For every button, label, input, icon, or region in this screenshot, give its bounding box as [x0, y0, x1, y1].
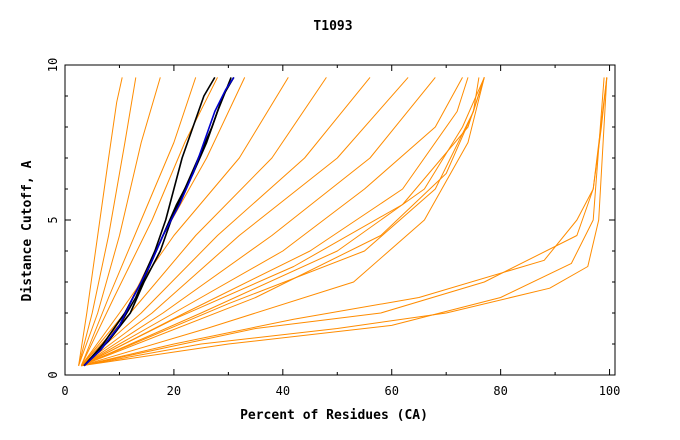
series-line	[81, 77, 480, 367]
series-line	[78, 77, 123, 366]
series-line	[81, 77, 485, 367]
chart-title: T1093	[313, 19, 352, 34]
series-line	[81, 77, 436, 367]
x-tick-label: 20	[167, 384, 181, 398]
series-line	[81, 77, 469, 367]
series-line	[80, 77, 371, 367]
x-axis-label: Percent of Residues (CA)	[240, 408, 428, 423]
x-tick-label: 40	[276, 384, 290, 398]
series-line	[81, 77, 485, 367]
series-line	[81, 77, 485, 367]
series-line	[81, 77, 409, 367]
series-line	[81, 77, 485, 367]
series-line	[81, 77, 608, 367]
x-tick-label: 80	[493, 384, 507, 398]
series-line	[80, 77, 246, 367]
x-tick-label: 60	[385, 384, 399, 398]
series-line	[80, 77, 327, 367]
series-line	[81, 77, 463, 367]
series-line	[83, 76, 216, 367]
series-line	[81, 77, 608, 367]
series-line	[78, 77, 137, 366]
x-tick-label: 0	[61, 384, 68, 398]
axes: 0 20 40 60 80 100 0 5 10	[46, 58, 620, 398]
y-tick-label: 0	[46, 371, 60, 378]
series-group	[78, 76, 608, 367]
series-line	[80, 77, 218, 366]
series-line	[81, 77, 608, 367]
series-line	[80, 77, 197, 366]
x-tick-label: 100	[599, 384, 621, 398]
series-line	[78, 77, 161, 366]
y-tick-label: 10	[46, 58, 60, 72]
y-axis-label: Distance Cutoff, A	[20, 160, 35, 301]
y-tick-label: 5	[46, 216, 60, 223]
series-line	[81, 77, 605, 367]
series-line	[80, 77, 289, 366]
series-line	[83, 76, 235, 367]
